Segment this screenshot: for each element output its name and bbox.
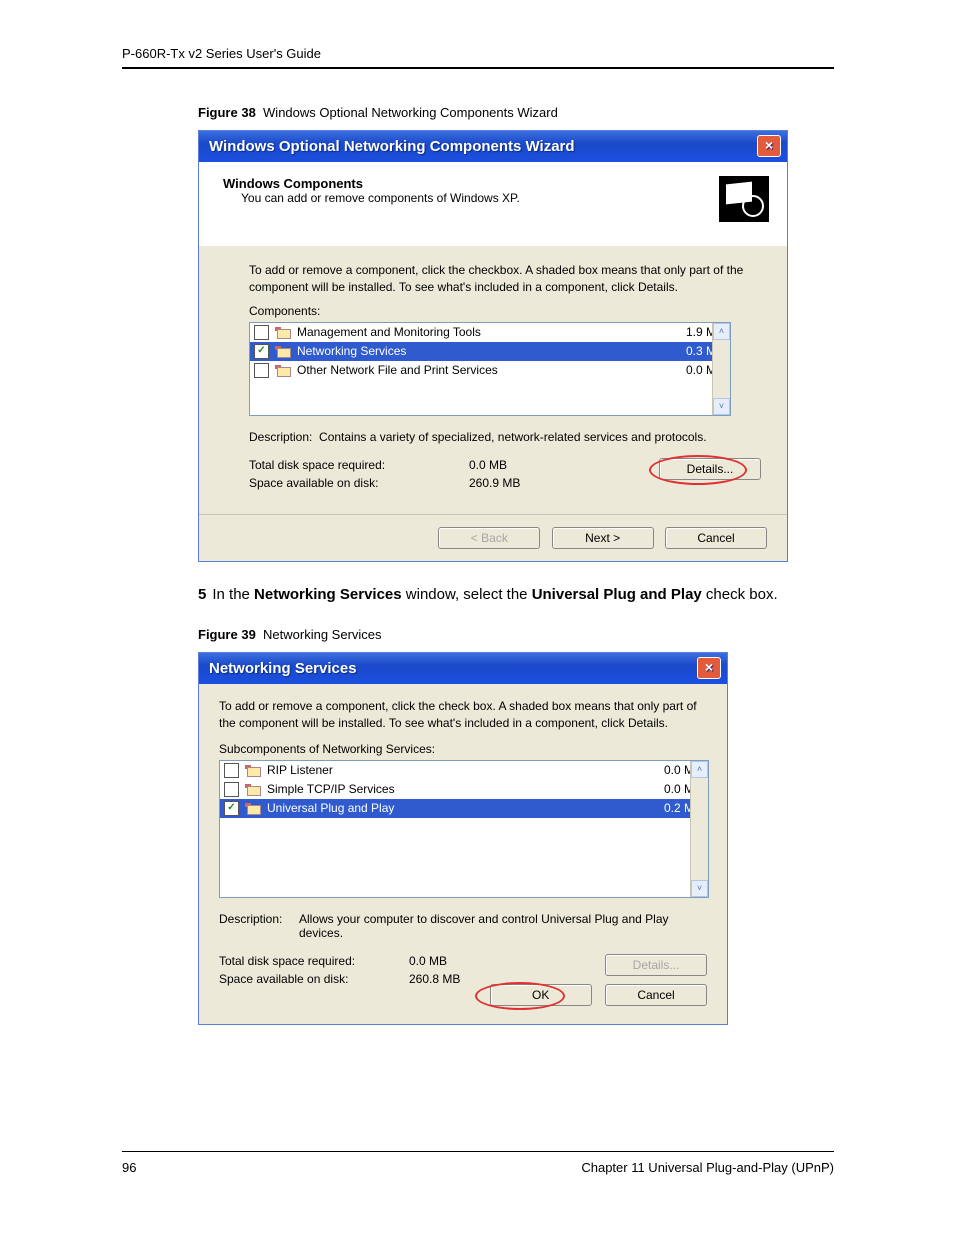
- back-button: < Back: [438, 527, 540, 549]
- checkbox-icon[interactable]: [224, 782, 239, 797]
- close-icon[interactable]: ×: [697, 657, 721, 679]
- wizard-subheading: You can add or remove components of Wind…: [241, 191, 520, 205]
- description-line: Description: Contains a variety of speci…: [249, 430, 759, 444]
- subcomponent-icon: [245, 801, 261, 815]
- component-icon: [275, 344, 291, 358]
- netsvc-titlebar[interactable]: Networking Services ×: [199, 653, 727, 684]
- checkbox-icon[interactable]: [254, 325, 269, 340]
- component-icon: [275, 325, 291, 339]
- component-row[interactable]: ✓ Networking Services 0.3 MB: [250, 342, 730, 361]
- wizard-dialog: Windows Optional Networking Components W…: [198, 130, 788, 562]
- netsvc-title: Networking Services: [209, 660, 357, 677]
- space-available-label: Space available on disk:: [249, 476, 469, 490]
- figure39-caption: Figure 39 Networking Services: [198, 627, 834, 642]
- wizard-button-row: < Back Next > Cancel: [199, 514, 787, 561]
- scrollbar[interactable]: ˄ ˅: [712, 323, 730, 415]
- scroll-down-icon[interactable]: ˅: [713, 398, 730, 415]
- subcomponent-row[interactable]: ✓ Universal Plug and Play 0.2 MB: [220, 799, 708, 818]
- callout-ring: [475, 982, 565, 1010]
- checkbox-icon[interactable]: [254, 363, 269, 378]
- subcomponent-name: Universal Plug and Play: [267, 801, 642, 815]
- scroll-up-icon[interactable]: ˄: [691, 761, 708, 778]
- space-available-value: 260.9 MB: [469, 476, 520, 490]
- page-footer: 96 Chapter 11 Universal Plug-and-Play (U…: [122, 1151, 834, 1175]
- next-button[interactable]: Next >: [552, 527, 654, 549]
- component-name: Networking Services: [297, 344, 664, 358]
- component-icon: [275, 363, 291, 377]
- netsvc-instructions: To add or remove a component, click the …: [219, 698, 707, 732]
- components-label: Components:: [249, 304, 759, 318]
- subcomponents-label: Subcomponents of Networking Services:: [219, 742, 707, 756]
- subcomponent-name: RIP Listener: [267, 763, 642, 777]
- space-available-value: 260.8 MB: [409, 972, 460, 986]
- checkbox-icon[interactable]: ✓: [224, 801, 239, 816]
- netsvc-dialog: Networking Services × To add or remove a…: [198, 652, 728, 1025]
- description-text: Contains a variety of specialized, netwo…: [319, 430, 707, 444]
- component-row[interactable]: Management and Monitoring Tools 1.9 MB: [250, 323, 730, 342]
- wizard-instructions: To add or remove a component, click the …: [249, 262, 759, 296]
- details-button: Details...: [605, 954, 707, 976]
- space-available-label: Space available on disk:: [219, 972, 409, 986]
- space-required-label: Total disk space required:: [219, 954, 409, 968]
- description-label: Description:: [219, 912, 299, 940]
- checkbox-icon[interactable]: ✓: [254, 344, 269, 359]
- cancel-button[interactable]: Cancel: [665, 527, 767, 549]
- step-number: 5: [198, 586, 206, 603]
- ok-button[interactable]: OK: [490, 984, 592, 1006]
- checkbox-icon[interactable]: [224, 763, 239, 778]
- close-icon[interactable]: ×: [757, 135, 781, 157]
- component-row[interactable]: Other Network File and Print Services 0.…: [250, 361, 730, 380]
- components-listbox[interactable]: Management and Monitoring Tools 1.9 MB ✓…: [249, 322, 731, 416]
- space-required-value: 0.0 MB: [409, 954, 447, 968]
- scroll-up-icon[interactable]: ˄: [713, 323, 730, 340]
- description-text: Allows your computer to discover and con…: [299, 912, 707, 940]
- subcomponent-row[interactable]: Simple TCP/IP Services 0.0 MB: [220, 780, 708, 799]
- chapter-label: Chapter 11 Universal Plug-and-Play (UPnP…: [581, 1160, 834, 1175]
- netsvc-description-line: Description: Allows your computer to dis…: [219, 912, 707, 940]
- figure39-label: Figure 39: [198, 627, 256, 642]
- wizard-titlebar[interactable]: Windows Optional Networking Components W…: [199, 131, 787, 162]
- wizard-title: Windows Optional Networking Components W…: [209, 138, 575, 155]
- wizard-header-band: Windows Components You can add or remove…: [199, 162, 787, 246]
- space-required-value: 0.0 MB: [469, 458, 507, 472]
- description-label: Description:: [249, 430, 312, 444]
- figure39-text: Networking Services: [263, 627, 382, 642]
- subcomponent-row[interactable]: RIP Listener 0.0 MB: [220, 761, 708, 780]
- running-head: P-660R-Tx v2 Series User's Guide: [122, 46, 834, 61]
- scrollbar[interactable]: ˄ ˅: [690, 761, 708, 897]
- component-name: Management and Monitoring Tools: [297, 325, 664, 339]
- space-required-label: Total disk space required:: [249, 458, 469, 472]
- page-number: 96: [122, 1160, 136, 1175]
- subcomponent-name: Simple TCP/IP Services: [267, 782, 642, 796]
- header-rule: [122, 67, 834, 69]
- details-button[interactable]: Details...: [659, 458, 761, 480]
- wizard-heading: Windows Components: [223, 176, 520, 191]
- figure38-caption: Figure 38 Windows Optional Networking Co…: [198, 105, 834, 120]
- figure38-label: Figure 38: [198, 105, 256, 120]
- component-name: Other Network File and Print Services: [297, 363, 664, 377]
- subcomponents-listbox[interactable]: RIP Listener 0.0 MB Simple TCP/IP Servic…: [219, 760, 709, 898]
- package-icon: [719, 176, 769, 222]
- figure38-text: Windows Optional Networking Components W…: [263, 105, 558, 120]
- scroll-down-icon[interactable]: ˅: [691, 880, 708, 897]
- subcomponent-icon: [245, 782, 261, 796]
- cancel-button[interactable]: Cancel: [605, 984, 707, 1006]
- subcomponent-icon: [245, 763, 261, 777]
- step-5: 5In the Networking Services window, sele…: [198, 584, 834, 606]
